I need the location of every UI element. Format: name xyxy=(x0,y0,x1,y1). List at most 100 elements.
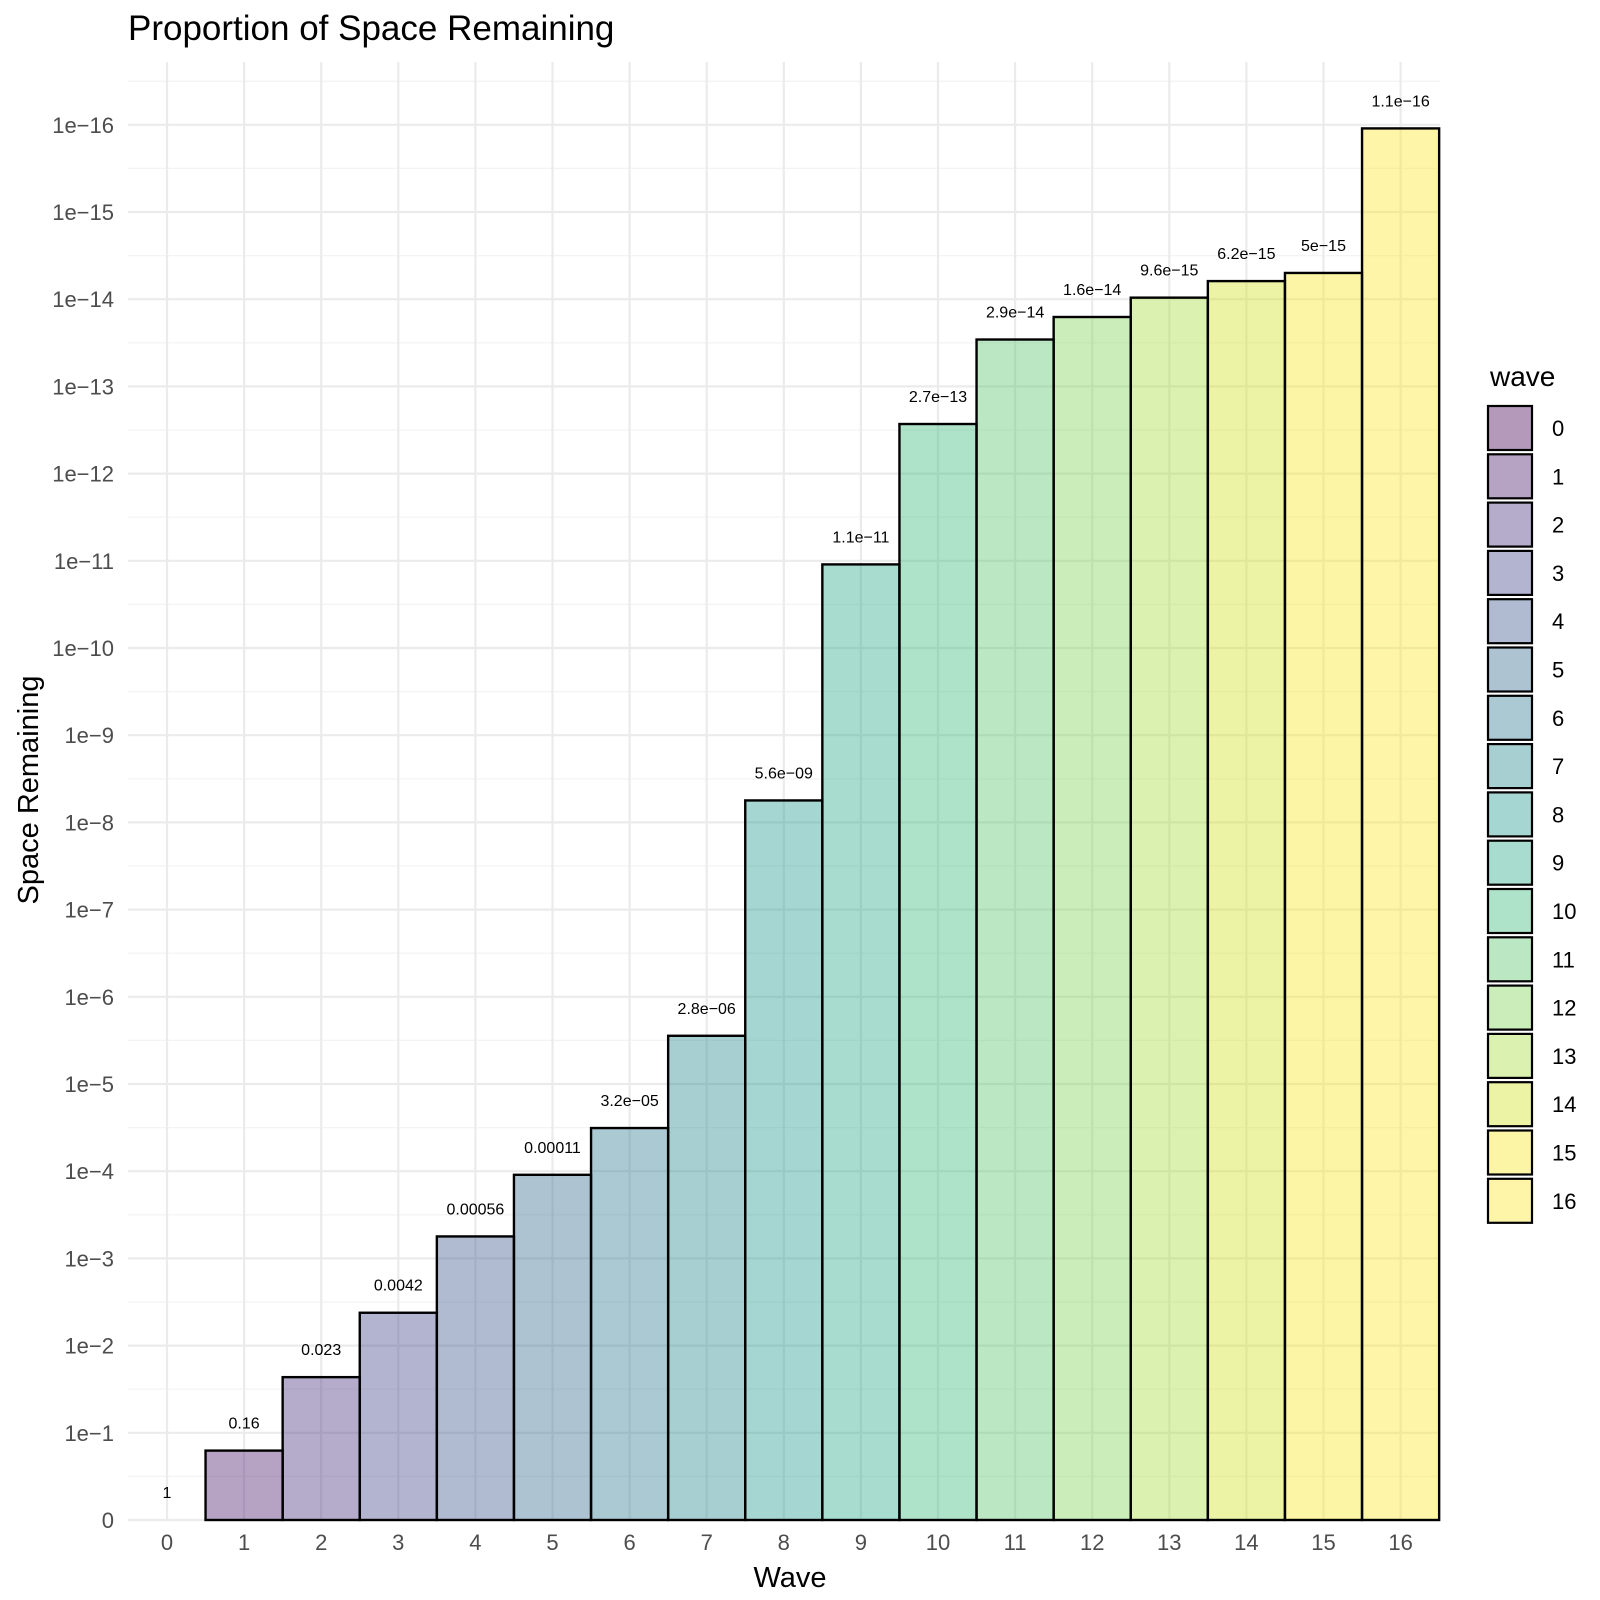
legend-label: 0 xyxy=(1552,416,1564,441)
y-tick-label: 1e−7 xyxy=(64,898,114,923)
x-axis-tick-labels: 0 1 2 3 4 5 6 7 8 9 10 11 12 13 14 15 16 xyxy=(161,1530,1413,1555)
y-tick-label: 1e−5 xyxy=(64,1072,114,1097)
legend-label: 10 xyxy=(1552,899,1576,924)
legend-swatch xyxy=(1486,598,1534,645)
data-label: 0.16 xyxy=(229,1416,260,1433)
chart-title: Proportion of Space Remaining xyxy=(128,9,614,48)
bar-wave-3 xyxy=(358,1311,439,1522)
x-tick-label: 1 xyxy=(238,1530,250,1555)
major-gridlines xyxy=(128,62,1440,1522)
x-tick-label: 14 xyxy=(1234,1530,1258,1555)
legend-swatch xyxy=(1486,694,1534,741)
data-label: 0.00056 xyxy=(446,1201,504,1218)
bars xyxy=(204,127,1441,1522)
legend-swatch xyxy=(1486,839,1534,886)
x-tick-label: 11 xyxy=(1004,1530,1027,1555)
legend-label: 4 xyxy=(1552,609,1564,634)
legend-label: 16 xyxy=(1552,1189,1576,1214)
legend-swatch xyxy=(1486,984,1534,1031)
y-tick-label: 1e−6 xyxy=(64,985,114,1010)
legend-swatch xyxy=(1486,501,1534,548)
legend-swatch xyxy=(1486,791,1534,838)
y-tick-label: 1e−1 xyxy=(64,1421,114,1446)
data-label: 6.2e−15 xyxy=(1217,246,1275,263)
legend-swatch xyxy=(1486,646,1534,693)
x-tick-label: 7 xyxy=(701,1530,713,1555)
data-labels: 1 0.16 0.023 0.0042 0.00056 0.00011 3.2e−05 2.8… xyxy=(163,93,1430,1502)
legend-swatch xyxy=(1486,549,1534,597)
legend-swatch xyxy=(1486,742,1534,790)
data-label: 0.00011 xyxy=(524,1140,581,1157)
data-label: 1 xyxy=(163,1485,172,1502)
data-label: 2.9e−14 xyxy=(986,305,1044,322)
legend-label: 13 xyxy=(1552,1044,1576,1069)
y-tick-label: 1e−14 xyxy=(52,287,114,312)
x-tick-label: 6 xyxy=(623,1530,635,1555)
legend-label: 8 xyxy=(1552,802,1564,827)
x-tick-label: 12 xyxy=(1080,1530,1104,1555)
legend-title: wave xyxy=(1489,361,1555,392)
legend-swatch xyxy=(1486,404,1534,452)
bar-wave-16 xyxy=(1360,127,1441,1522)
bar-wave-10 xyxy=(898,422,978,1522)
y-tick-label: 1e−3 xyxy=(64,1246,114,1271)
data-label: 2.8e−06 xyxy=(678,1001,736,1018)
legend-label: 6 xyxy=(1552,706,1564,731)
bar-wave-8 xyxy=(744,799,824,1522)
x-tick-label: 5 xyxy=(546,1530,558,1555)
y-tick-label: 1e−4 xyxy=(64,1159,114,1184)
legend-swatch xyxy=(1486,936,1534,983)
legend-label: 1 xyxy=(1552,464,1564,489)
legend-label: 14 xyxy=(1552,1092,1576,1117)
legend-label: 11 xyxy=(1552,947,1575,972)
data-label: 1.1e−11 xyxy=(832,529,889,546)
y-tick-label: 1e−13 xyxy=(52,374,114,399)
x-axis-title: Wave xyxy=(753,1562,826,1594)
data-label: 5e−15 xyxy=(1301,238,1346,255)
x-tick-label: 0 xyxy=(161,1530,173,1555)
y-tick-label: 1e−2 xyxy=(64,1334,114,1359)
data-label: 5.6e−09 xyxy=(755,765,813,782)
legend-swatch xyxy=(1486,1081,1534,1128)
legend-label: 7 xyxy=(1552,754,1564,779)
legend-label: 3 xyxy=(1552,561,1564,586)
y-tick-label: 1e−10 xyxy=(52,636,114,661)
y-axis-title: Space Remaining xyxy=(13,676,45,905)
bar-wave-15 xyxy=(1283,271,1364,1522)
data-label: 1.1e−16 xyxy=(1371,93,1429,110)
x-tick-label: 4 xyxy=(469,1530,481,1555)
y-tick-label: 0 xyxy=(102,1508,114,1533)
bar-wave-6 xyxy=(589,1126,670,1522)
legend-swatch xyxy=(1486,453,1534,500)
legend-label: 5 xyxy=(1552,658,1564,683)
bar-wave-7 xyxy=(666,1034,747,1522)
bar-wave-13 xyxy=(1129,296,1210,1522)
bar-wave-9 xyxy=(821,563,901,1522)
legend-label: 15 xyxy=(1552,1141,1576,1166)
legend-label: 9 xyxy=(1552,851,1564,876)
x-tick-label: 10 xyxy=(926,1530,950,1555)
y-tick-label: 1e−12 xyxy=(52,462,114,487)
data-label: 3.2e−05 xyxy=(600,1093,658,1110)
x-tick-label: 16 xyxy=(1388,1530,1412,1555)
x-tick-label: 15 xyxy=(1311,1530,1335,1555)
x-tick-label: 8 xyxy=(778,1530,790,1555)
y-tick-label: 1e−9 xyxy=(64,723,114,748)
x-tick-label: 2 xyxy=(315,1530,327,1555)
data-label: 0.0042 xyxy=(374,1278,423,1295)
y-tick-label: 1e−8 xyxy=(64,810,114,835)
y-tick-label: 1e−16 xyxy=(52,113,114,138)
bar-wave-11 xyxy=(975,338,1055,1522)
bar-wave-14 xyxy=(1206,279,1287,1522)
legend-label: 2 xyxy=(1552,513,1564,538)
data-label: 0.023 xyxy=(301,1342,341,1359)
y-axis-tick-labels: 0 1e−1 1e−2 1e−3 1e−4 1e−5 1e−6 1e−7 1e−8 1e−9 1e−… xyxy=(52,113,114,1533)
y-tick-label: 1e−15 xyxy=(52,200,114,225)
data-label: 2.7e−13 xyxy=(909,389,967,406)
bar-wave-4 xyxy=(435,1235,516,1522)
data-label: 9.6e−15 xyxy=(1140,263,1198,280)
bar-wave-2 xyxy=(281,1375,361,1522)
bar-wave-12 xyxy=(1052,315,1132,1522)
